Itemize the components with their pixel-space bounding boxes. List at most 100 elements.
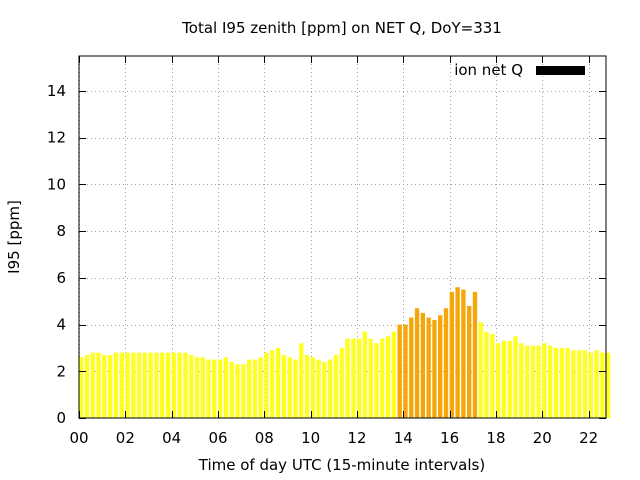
bar xyxy=(582,350,588,418)
axis-ticks xyxy=(79,56,606,419)
bar xyxy=(206,359,211,418)
bar xyxy=(385,336,391,418)
bar xyxy=(333,354,339,418)
grid-lines xyxy=(79,56,606,418)
bar xyxy=(322,361,327,418)
y-tick-label: 10 xyxy=(47,175,66,193)
bar xyxy=(281,354,287,418)
bar xyxy=(264,352,269,418)
bar xyxy=(577,350,582,418)
y-tick-label: 12 xyxy=(47,129,66,147)
y-axis-label: I95 [ppm] xyxy=(5,200,23,274)
bar xyxy=(420,312,426,418)
bar xyxy=(299,343,304,418)
bar xyxy=(565,347,570,418)
bar xyxy=(165,352,171,418)
bar xyxy=(478,322,483,418)
bar xyxy=(501,340,507,418)
x-tick-label: 22 xyxy=(579,429,598,447)
bar xyxy=(310,357,315,418)
bar xyxy=(223,357,229,418)
bar xyxy=(553,347,559,418)
bar xyxy=(536,345,541,418)
bar xyxy=(409,317,414,418)
bar xyxy=(79,357,84,418)
x-tick-label: 14 xyxy=(394,429,413,447)
bar xyxy=(241,364,246,418)
bar xyxy=(507,340,512,418)
bar xyxy=(345,338,350,418)
bar xyxy=(356,338,362,418)
bar xyxy=(449,291,454,418)
bar xyxy=(524,345,530,418)
bar xyxy=(102,354,107,418)
plot-frame xyxy=(78,55,607,419)
bar xyxy=(467,305,472,418)
chart-title: Total I95 zenith [ppm] on NET Q, DoY=331 xyxy=(181,19,502,37)
bar xyxy=(414,308,420,418)
bar xyxy=(571,350,576,418)
bar xyxy=(542,343,547,418)
x-tick-label: 08 xyxy=(255,429,274,447)
bar xyxy=(380,338,385,418)
bar xyxy=(148,352,153,418)
legend: ion net Q xyxy=(454,61,585,79)
bar xyxy=(183,352,188,418)
bar xyxy=(588,352,593,418)
bar xyxy=(119,352,124,418)
bar xyxy=(403,324,408,418)
bar xyxy=(293,359,298,418)
bar-series xyxy=(79,287,611,418)
bar xyxy=(443,308,449,418)
bar xyxy=(171,352,176,418)
bar xyxy=(229,361,234,418)
bar xyxy=(275,347,281,418)
y-tick-label: 4 xyxy=(56,316,66,334)
bar xyxy=(328,359,333,418)
y-tick-label: 14 xyxy=(47,82,66,100)
bar xyxy=(200,357,205,418)
bar xyxy=(235,364,240,418)
bar xyxy=(484,331,489,418)
bar xyxy=(559,347,565,418)
bar xyxy=(136,352,142,418)
bar xyxy=(131,352,136,418)
bar xyxy=(177,352,182,418)
bar xyxy=(189,354,194,418)
bar xyxy=(252,359,258,418)
bar xyxy=(212,359,217,418)
bar xyxy=(426,317,431,418)
x-tick-label: 06 xyxy=(208,429,227,447)
bar xyxy=(368,338,373,418)
bar xyxy=(432,319,437,418)
bar xyxy=(606,352,611,418)
bar xyxy=(391,331,397,418)
x-tick-label: 04 xyxy=(162,429,181,447)
bar xyxy=(397,324,402,418)
x-tick-label: 16 xyxy=(440,429,459,447)
bar xyxy=(287,357,292,418)
bar xyxy=(351,338,356,418)
bar xyxy=(194,357,200,418)
bar xyxy=(490,333,495,418)
x-tick-label: 02 xyxy=(116,429,135,447)
y-tick-label: 0 xyxy=(56,409,66,427)
bar xyxy=(316,359,321,418)
bar xyxy=(472,291,478,418)
x-tick-label: 00 xyxy=(69,429,88,447)
bar xyxy=(160,352,165,418)
bar xyxy=(362,331,368,418)
bar xyxy=(84,354,90,418)
bar xyxy=(270,350,275,418)
x-tick-label: 20 xyxy=(533,429,552,447)
bar xyxy=(246,359,252,418)
bar xyxy=(304,354,310,418)
y-tick-label: 2 xyxy=(56,362,66,380)
bar xyxy=(217,359,223,418)
y-tick-label: 6 xyxy=(56,269,66,287)
x-tick-label: 18 xyxy=(486,429,505,447)
bar xyxy=(438,315,443,418)
bar xyxy=(530,345,536,418)
bar xyxy=(594,350,599,418)
